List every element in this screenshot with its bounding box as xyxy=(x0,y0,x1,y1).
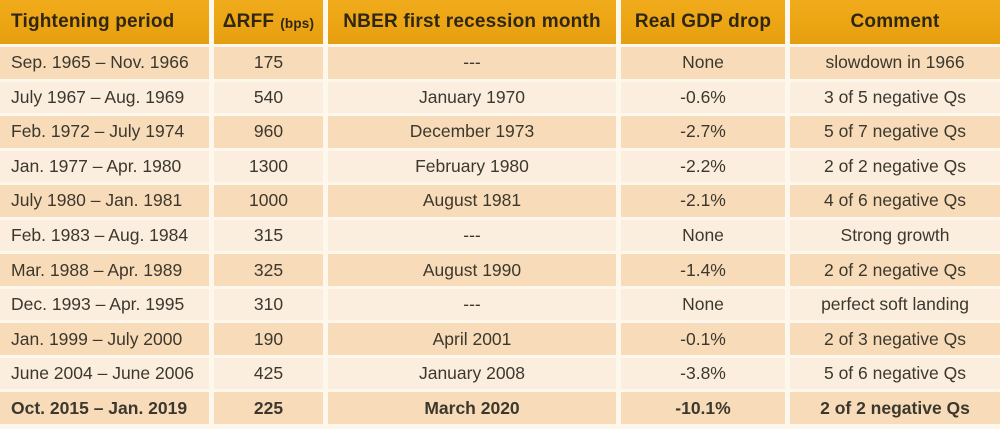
cell-comment: slowdown in 1966 xyxy=(790,47,1000,79)
cell-gdp: -2.7% xyxy=(621,116,785,148)
cell-period: Mar. 1988 – Apr. 1989 xyxy=(0,254,209,286)
col-header-label: ΔRFF xyxy=(222,11,275,32)
cell-drff: 225 xyxy=(214,392,323,424)
cell-nber: August 1981 xyxy=(328,185,616,217)
cell-gdp: -3.8% xyxy=(621,357,785,390)
cell-nber: December 1973 xyxy=(328,116,616,148)
cell-comment: 2 of 3 negative Qs xyxy=(790,323,1000,355)
cell-comment: 2 of 2 negative Qs xyxy=(790,150,1000,183)
cell-nber: January 1970 xyxy=(328,81,616,114)
cell-drff: 1000 xyxy=(214,185,323,217)
cell-period: Sep. 1965 – Nov. 1966 xyxy=(0,47,209,79)
cell-gdp: None xyxy=(621,47,785,79)
col-header-tightening-period: Tightening period xyxy=(0,0,209,44)
cell-drff: 175 xyxy=(214,47,323,79)
cell-drff: 190 xyxy=(214,323,323,355)
cell-nber: --- xyxy=(328,219,616,252)
cell-period: Oct. 2015 – Jan. 2019 xyxy=(0,392,209,424)
cell-drff: 540 xyxy=(214,81,323,114)
cell-drff: 425 xyxy=(214,357,323,390)
cell-comment: Strong growth xyxy=(790,219,1000,252)
cell-comment: 2 of 2 negative Qs xyxy=(790,392,1000,424)
cell-gdp: -0.1% xyxy=(621,323,785,355)
col-header-label: NBER first recession month xyxy=(343,11,601,32)
col-header-nber-first-recession-month: NBER first recession month xyxy=(328,0,616,44)
cell-nber: January 2008 xyxy=(328,357,616,390)
cell-nber: March 2020 xyxy=(328,392,616,424)
cell-drff: 960 xyxy=(214,116,323,148)
cell-nber: April 2001 xyxy=(328,323,616,355)
cell-nber: --- xyxy=(328,47,616,79)
col-header-real-gdp-drop: Real GDP drop xyxy=(621,0,785,44)
cell-comment: 4 of 6 negative Qs xyxy=(790,185,1000,217)
cell-comment: 5 of 7 negative Qs xyxy=(790,116,1000,148)
cell-period: Jan. 1977 – Apr. 1980 xyxy=(0,150,209,183)
cell-nber: February 1980 xyxy=(328,150,616,183)
cell-period: Feb. 1972 – July 1974 xyxy=(0,116,209,148)
cell-period: Dec. 1993 – Apr. 1995 xyxy=(0,288,209,321)
cell-period: Feb. 1983 – Aug. 1984 xyxy=(0,219,209,252)
cell-drff: 325 xyxy=(214,254,323,286)
cell-gdp: -2.2% xyxy=(621,150,785,183)
cell-comment: 2 of 2 negative Qs xyxy=(790,254,1000,286)
cell-period: June 2004 – June 2006 xyxy=(0,357,209,390)
cell-nber: --- xyxy=(328,288,616,321)
cell-period: July 1967 – Aug. 1969 xyxy=(0,81,209,114)
cell-drff: 315 xyxy=(214,219,323,252)
cell-gdp: -2.1% xyxy=(621,185,785,217)
cell-comment: 3 of 5 negative Qs xyxy=(790,81,1000,114)
col-header-drff-bps: ΔRFF (bps) xyxy=(214,0,323,44)
col-header-label: Tightening period xyxy=(11,11,175,32)
cell-drff: 1300 xyxy=(214,150,323,183)
col-header-unit: (bps) xyxy=(280,15,315,31)
cell-gdp: -0.6% xyxy=(621,81,785,114)
cell-gdp: -1.4% xyxy=(621,254,785,286)
cell-comment: perfect soft landing xyxy=(790,288,1000,321)
cell-comment: 5 of 6 negative Qs xyxy=(790,357,1000,390)
col-header-label: Real GDP drop xyxy=(634,11,772,32)
col-header-comment: Comment xyxy=(790,0,1000,44)
col-header-label: Comment xyxy=(850,11,940,32)
cell-period: July 1980 – Jan. 1981 xyxy=(0,185,209,217)
cell-drff: 310 xyxy=(214,288,323,321)
cell-gdp: -10.1% xyxy=(621,392,785,424)
cell-period: Jan. 1999 – July 2000 xyxy=(0,323,209,355)
cell-gdp: None xyxy=(621,288,785,321)
cell-gdp: None xyxy=(621,219,785,252)
cell-nber: August 1990 xyxy=(328,254,616,286)
